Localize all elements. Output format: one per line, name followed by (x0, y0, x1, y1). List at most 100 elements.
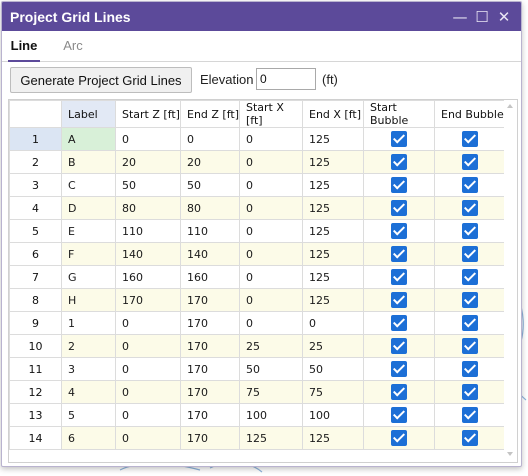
table-row[interactable]: 12 4 0 170 75 75 (9, 380, 505, 404)
cell-end-z[interactable]: 110 (180, 219, 240, 243)
close-icon[interactable]: ✕ (497, 7, 511, 26)
row-number[interactable]: 9 (9, 311, 62, 335)
cell-start-z[interactable]: 80 (115, 196, 181, 220)
cell-start-z[interactable]: 160 (115, 265, 181, 289)
cell-end-z[interactable]: 170 (180, 403, 240, 427)
row-number[interactable]: 7 (9, 265, 62, 289)
end-bubble-checkbox[interactable] (461, 177, 478, 193)
cell-end-z[interactable]: 170 (180, 334, 240, 358)
end-bubble-checkbox[interactable] (461, 315, 478, 331)
start-bubble-checkbox[interactable] (391, 223, 407, 239)
end-bubble-checkbox[interactable] (461, 154, 478, 170)
cell-start-x[interactable]: 75 (239, 380, 303, 404)
cell-end-x[interactable]: 25 (302, 334, 364, 358)
column-header-start-x[interactable]: Start X [ft] (239, 100, 303, 128)
end-bubble-checkbox[interactable] (461, 246, 478, 262)
start-bubble-checkbox[interactable] (391, 200, 407, 216)
end-bubble-checkbox[interactable] (461, 131, 478, 147)
end-bubble-checkbox[interactable] (461, 407, 478, 423)
start-bubble-checkbox[interactable] (391, 338, 407, 354)
generate-project-grid-lines-button[interactable]: Generate Project Grid Lines (10, 67, 192, 93)
cell-start-x[interactable]: 0 (239, 242, 303, 266)
row-number[interactable]: 5 (9, 219, 62, 243)
scroll-down-icon[interactable] (507, 452, 513, 456)
cell-start-x[interactable]: 0 (239, 150, 303, 174)
column-header-start-bubble[interactable]: Start Bubble (363, 100, 435, 128)
end-bubble-checkbox[interactable] (461, 269, 478, 285)
cell-label[interactable]: 3 (61, 357, 116, 381)
cell-end-x[interactable]: 125 (302, 426, 364, 450)
cell-label[interactable]: E (61, 219, 116, 243)
cell-end-z[interactable]: 170 (180, 288, 240, 312)
table-row[interactable]: 14 6 0 170 125 125 (9, 426, 505, 450)
start-bubble-checkbox[interactable] (391, 361, 407, 377)
end-bubble-checkbox[interactable] (461, 430, 478, 446)
cell-end-z[interactable]: 20 (180, 150, 240, 174)
cell-start-x[interactable]: 100 (239, 403, 303, 427)
cell-start-z[interactable]: 0 (115, 127, 181, 151)
row-number[interactable]: 1 (9, 127, 62, 151)
tab-line[interactable]: Line (2, 31, 46, 62)
cell-label[interactable]: H (61, 288, 116, 312)
cell-start-x[interactable]: 50 (239, 357, 303, 381)
cell-end-z[interactable]: 0 (180, 127, 240, 151)
cell-end-z[interactable]: 160 (180, 265, 240, 289)
cell-label[interactable]: 1 (61, 311, 116, 335)
cell-start-z[interactable]: 0 (115, 334, 181, 358)
cell-start-z[interactable]: 170 (115, 288, 181, 312)
end-bubble-checkbox[interactable] (461, 338, 478, 354)
cell-start-z[interactable]: 140 (115, 242, 181, 266)
start-bubble-checkbox[interactable] (391, 407, 407, 423)
maximize-icon[interactable]: ☐ (475, 7, 489, 26)
start-bubble-checkbox[interactable] (391, 315, 407, 331)
start-bubble-checkbox[interactable] (391, 154, 407, 170)
column-header-end-x[interactable]: End X [ft] (302, 100, 364, 128)
column-header-end-bubble[interactable]: End Bubble (434, 100, 505, 128)
start-bubble-checkbox[interactable] (391, 177, 407, 193)
cell-end-x[interactable]: 125 (302, 173, 364, 197)
cell-end-z[interactable]: 170 (180, 380, 240, 404)
cell-end-x[interactable]: 100 (302, 403, 364, 427)
cell-start-x[interactable]: 0 (239, 127, 303, 151)
row-number[interactable]: 12 (9, 380, 62, 404)
table-row[interactable]: 4 D 80 80 0 125 (9, 196, 505, 220)
cell-start-z[interactable]: 0 (115, 403, 181, 427)
cell-end-x[interactable]: 0 (302, 311, 364, 335)
cell-end-z[interactable]: 170 (180, 357, 240, 381)
end-bubble-checkbox[interactable] (461, 292, 478, 308)
start-bubble-checkbox[interactable] (391, 131, 407, 147)
cell-end-x[interactable]: 125 (302, 150, 364, 174)
table-row[interactable]: 1 A 0 0 0 125 (9, 127, 505, 151)
start-bubble-checkbox[interactable] (391, 430, 407, 446)
column-header-end-z[interactable]: End Z [ft] (180, 100, 240, 128)
end-bubble-checkbox[interactable] (461, 361, 478, 377)
end-bubble-checkbox[interactable] (461, 200, 478, 216)
cell-start-x[interactable]: 125 (239, 426, 303, 450)
cell-end-x[interactable]: 125 (302, 242, 364, 266)
cell-end-x[interactable]: 50 (302, 357, 364, 381)
cell-end-z[interactable]: 170 (180, 426, 240, 450)
row-number[interactable]: 6 (9, 242, 62, 266)
row-number[interactable]: 11 (9, 357, 62, 381)
cell-label[interactable]: F (61, 242, 116, 266)
cell-start-z[interactable]: 20 (115, 150, 181, 174)
cell-start-z[interactable]: 0 (115, 311, 181, 335)
cell-end-z[interactable]: 170 (180, 311, 240, 335)
row-number[interactable]: 4 (9, 196, 62, 220)
cell-label[interactable]: C (61, 173, 116, 197)
cell-start-z[interactable]: 0 (115, 380, 181, 404)
cell-end-x[interactable]: 125 (302, 127, 364, 151)
cell-start-x[interactable]: 0 (239, 196, 303, 220)
column-header-start-z[interactable]: Start Z [ft] (115, 100, 181, 128)
start-bubble-checkbox[interactable] (391, 246, 407, 262)
table-row[interactable]: 6 F 140 140 0 125 (9, 242, 505, 266)
end-bubble-checkbox[interactable] (461, 223, 478, 239)
start-bubble-checkbox[interactable] (391, 269, 407, 285)
cell-label[interactable]: 4 (61, 380, 116, 404)
cell-start-z[interactable]: 0 (115, 426, 181, 450)
start-bubble-checkbox[interactable] (391, 384, 407, 400)
column-header-label[interactable]: Label (61, 100, 116, 128)
vertical-scrollbar[interactable] (504, 100, 517, 460)
cell-end-z[interactable]: 140 (180, 242, 240, 266)
